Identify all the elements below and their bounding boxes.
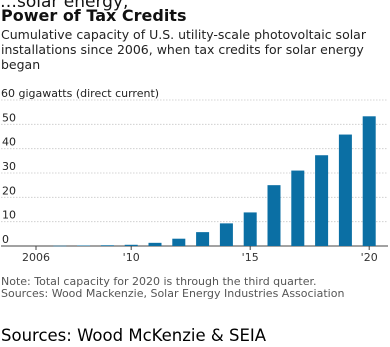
sources-text: Sources: Wood Mackenzie, Solar Energy In… <box>1 287 345 301</box>
y-tick-label: 40 <box>2 136 16 149</box>
x-tick-label: '20 <box>361 251 378 264</box>
x-tick-labels: 2006 '10 '15 '20 <box>22 246 378 264</box>
chart-subtitle: Cumulative capacity of U.S. utility-scal… <box>1 27 366 72</box>
bar-2012 <box>172 238 186 246</box>
bar-2015 <box>243 212 257 246</box>
bar-2011 <box>148 242 162 246</box>
bar-2019 <box>338 134 352 246</box>
y-tick-label: 30 <box>2 160 16 173</box>
y-axis-unit-label: 60 gigawatts (direct current) <box>1 87 160 100</box>
cropped-text-line: …solar energy, <box>0 0 129 12</box>
y-tick-label: 20 <box>2 184 16 197</box>
x-tick-label: 2006 <box>22 251 50 264</box>
bar-2018 <box>315 155 329 246</box>
bar-2013 <box>196 232 210 246</box>
y-tick-label: 0 <box>2 233 9 246</box>
y-tick-labels: 0 10 20 30 40 50 <box>2 111 16 246</box>
footer-sources: Sources: Wood McKenzie & SEIA <box>1 326 267 345</box>
bars <box>53 116 376 247</box>
bar-2017 <box>291 170 305 246</box>
bar-2020 <box>362 116 376 246</box>
x-tick-label: '15 <box>242 251 259 264</box>
chart-title: Power of Tax Credits <box>1 6 187 25</box>
note-text: Note: Total capacity for 2020 is through… <box>1 275 317 288</box>
bar-2010 <box>124 244 138 246</box>
bar-2009 <box>100 245 114 246</box>
bar-2007 <box>53 245 67 247</box>
bar-2008 <box>77 245 91 247</box>
chart-notes: Note: Total capacity for 2020 is through… <box>1 275 386 301</box>
y-tick-label: 50 <box>2 111 16 124</box>
y-tick-label: 10 <box>2 209 16 222</box>
bar-2014 <box>219 223 233 246</box>
bar-2016 <box>267 185 281 246</box>
x-tick-label: '10 <box>123 251 140 264</box>
gridlines <box>1 99 388 247</box>
